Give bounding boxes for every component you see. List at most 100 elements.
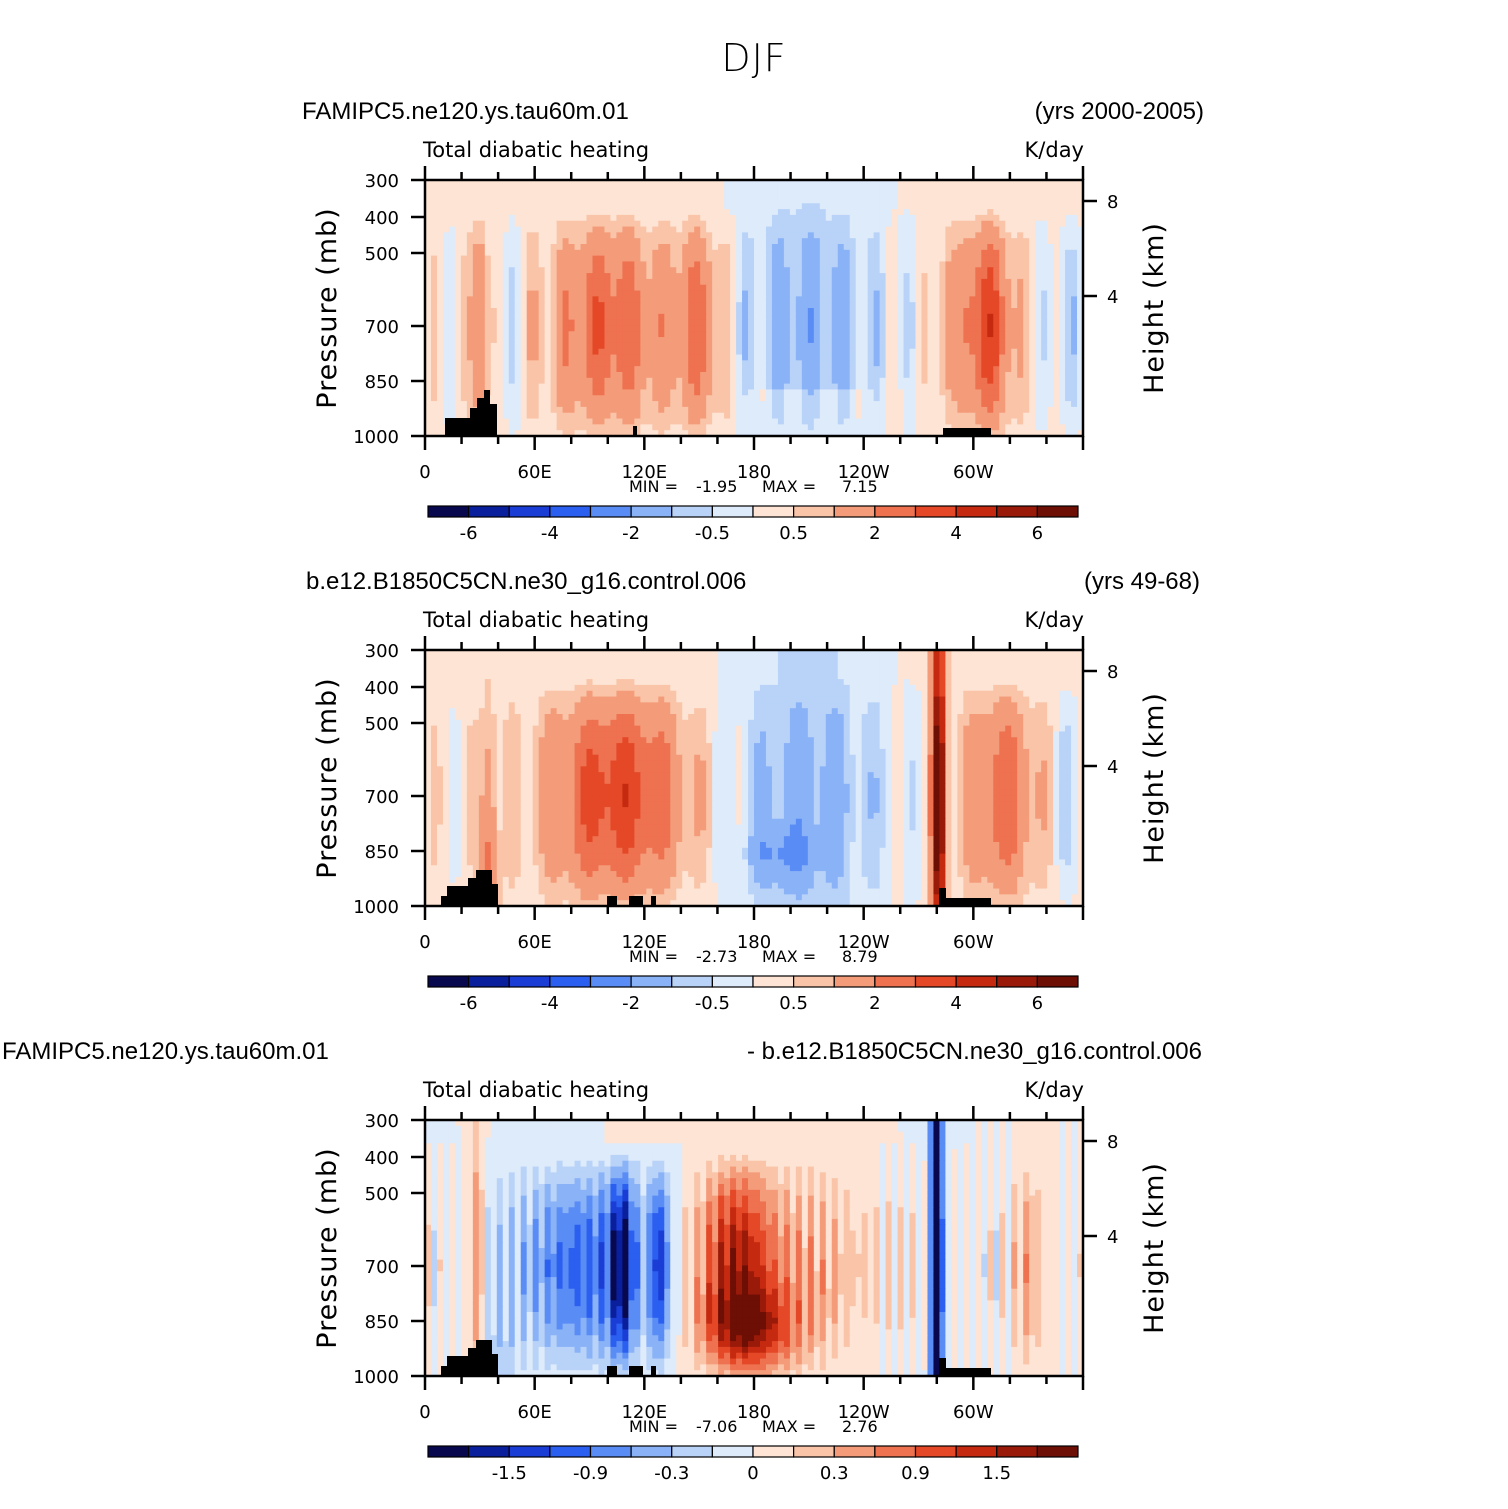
contour-cell <box>472 185 480 193</box>
contour-cell <box>1011 424 1018 431</box>
contour-cell <box>425 331 432 338</box>
contour-cell <box>879 273 887 280</box>
contour-cell <box>1077 255 1084 263</box>
contour-cell <box>724 255 731 263</box>
contour-cell <box>460 191 468 199</box>
contour-cell <box>981 406 988 414</box>
contour-cell <box>783 377 791 385</box>
contour-cell <box>724 197 731 204</box>
contour-cell <box>891 325 899 332</box>
x-tick-label: 0 <box>419 462 430 483</box>
contour-cell <box>963 302 970 309</box>
contour-cell <box>496 406 504 414</box>
contour-cell <box>598 220 606 228</box>
contour-cell <box>795 261 803 268</box>
contour-cell <box>430 360 438 367</box>
contour-cell <box>652 284 659 292</box>
contour-cell <box>670 401 677 408</box>
contour-cell <box>1017 296 1024 303</box>
contour-cell <box>742 249 749 257</box>
contour-cell <box>616 348 623 356</box>
contour-cell <box>861 284 869 292</box>
contour-cell <box>903 284 911 292</box>
contour-cell <box>586 255 594 263</box>
contour-cell <box>598 214 606 222</box>
contour-cell <box>496 238 504 245</box>
contour-cell <box>1065 290 1072 297</box>
contour-cell <box>813 249 821 257</box>
contour-cell <box>993 238 1000 245</box>
contour-cell <box>592 383 600 391</box>
contour-cell <box>1065 395 1072 402</box>
contour-cell <box>742 261 749 268</box>
contour-cell <box>682 430 689 437</box>
contour-cell <box>742 313 749 321</box>
contour-cell <box>538 296 546 303</box>
contour-cell <box>694 395 701 402</box>
contour-cell <box>759 226 767 233</box>
contour-cell <box>1011 180 1018 187</box>
contour-cell <box>688 244 695 251</box>
contour-cell <box>939 383 947 391</box>
contour-cell <box>963 244 970 251</box>
contour-cell <box>1035 226 1042 233</box>
contour-cell <box>771 389 779 396</box>
contour-cell <box>1035 214 1042 222</box>
contour-cell <box>783 214 791 222</box>
contour-cell <box>640 209 647 216</box>
contour-cell <box>532 354 540 361</box>
contour-cell <box>1047 214 1054 222</box>
contour-cell <box>610 278 618 286</box>
contour-cell <box>1023 331 1030 338</box>
contour-cell <box>676 650 683 657</box>
contour-cell <box>927 337 935 344</box>
contour-cell <box>508 249 516 257</box>
contour-cell <box>1011 226 1018 233</box>
contour-cell <box>1005 366 1012 373</box>
contour-cell <box>742 430 749 437</box>
contour-cell <box>724 395 731 402</box>
contour-cell <box>837 383 845 391</box>
contour-cell <box>526 214 534 222</box>
contour-cell <box>897 395 905 402</box>
contour-cell <box>957 412 964 420</box>
contour-cell <box>825 255 833 263</box>
contour-cell <box>927 255 935 263</box>
contour-cell <box>867 238 875 245</box>
contour-cell <box>425 214 432 222</box>
contour-cell <box>819 261 827 268</box>
contour-cell <box>610 366 618 373</box>
contour-cell <box>754 255 761 263</box>
contour-cell <box>700 191 707 199</box>
contour-cell <box>574 360 582 367</box>
contour-cell <box>460 325 468 332</box>
contour-cell <box>478 203 486 210</box>
contour-cell <box>610 360 618 367</box>
contour-cell <box>706 325 713 332</box>
contour-cell <box>1059 325 1066 332</box>
contour-cell <box>550 302 558 309</box>
contour-cell <box>670 209 677 216</box>
contour-cell <box>915 313 923 321</box>
contour-cell <box>574 337 582 344</box>
contour-cell <box>586 284 594 292</box>
contour-cell <box>1035 313 1042 321</box>
contour-cell <box>616 220 623 228</box>
contour-cell <box>664 226 671 233</box>
contour-cell <box>742 372 749 379</box>
contour-cell <box>622 313 629 321</box>
contour-cell <box>1011 383 1018 391</box>
contour-cell <box>885 366 893 373</box>
contour-cell <box>592 406 600 414</box>
contour-cell <box>885 313 893 321</box>
contour-cell <box>604 372 612 379</box>
contour-cell <box>909 650 917 657</box>
contour-cell <box>789 261 797 268</box>
contour-cell <box>933 337 941 344</box>
contour-cell <box>945 331 952 338</box>
contour-cell <box>849 296 857 303</box>
contour-cell <box>646 284 653 292</box>
contour-cell <box>472 354 480 361</box>
contour-cell <box>771 197 779 204</box>
contour-cell <box>867 273 875 280</box>
